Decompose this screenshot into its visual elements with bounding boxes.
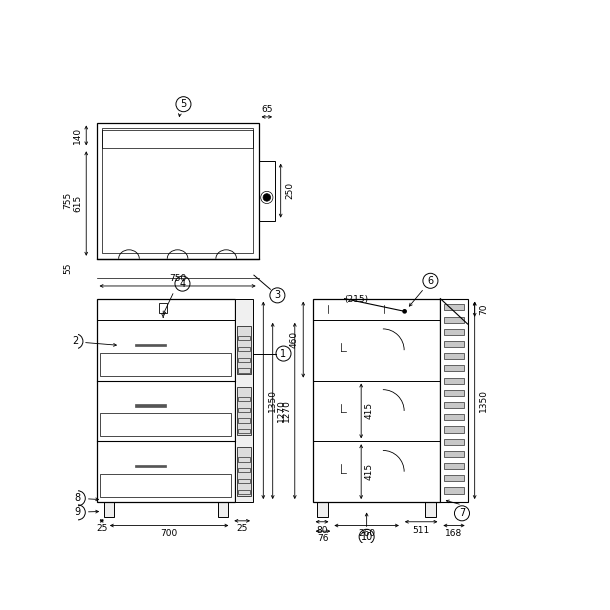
Bar [238, 468, 249, 473]
Bar [238, 396, 249, 401]
Bar [96, 299, 235, 502]
Text: 76: 76 [317, 534, 329, 544]
Text: 2: 2 [73, 336, 79, 346]
Bar [425, 502, 436, 517]
Text: 7: 7 [459, 508, 465, 518]
Bar [444, 329, 464, 335]
Text: 1350: 1350 [268, 389, 276, 412]
Bar [444, 390, 464, 396]
Text: (215): (215) [344, 295, 368, 304]
Bar [444, 365, 464, 371]
Text: 615: 615 [73, 195, 82, 212]
Bar [444, 487, 464, 493]
Bar [235, 299, 253, 502]
Bar [440, 299, 468, 502]
Text: 3: 3 [274, 290, 281, 300]
Text: 25: 25 [237, 524, 248, 533]
Bar [238, 336, 249, 340]
Text: 1350: 1350 [479, 389, 488, 412]
Circle shape [402, 309, 407, 314]
Bar [100, 474, 231, 497]
Bar [102, 128, 253, 253]
Text: 10: 10 [361, 532, 373, 542]
Bar [444, 304, 464, 310]
Text: 750: 750 [169, 274, 186, 282]
Text: 415: 415 [364, 463, 373, 480]
Bar [444, 341, 464, 347]
Bar [444, 439, 464, 445]
Bar [238, 418, 249, 423]
Bar [237, 387, 251, 435]
Bar [444, 353, 464, 359]
Bar [135, 404, 166, 407]
Bar [238, 458, 249, 462]
Text: 1: 1 [281, 348, 287, 359]
Bar [238, 490, 249, 494]
Text: 700: 700 [160, 529, 178, 538]
Bar [317, 502, 328, 517]
Text: 755: 755 [63, 192, 73, 209]
Bar [100, 414, 231, 436]
Bar [102, 129, 253, 148]
Bar [238, 346, 249, 351]
Bar [444, 414, 464, 420]
Bar [238, 357, 249, 362]
Bar [100, 353, 231, 376]
Text: 8: 8 [74, 493, 81, 503]
Text: 5: 5 [181, 99, 187, 109]
Bar [444, 451, 464, 457]
Bar [238, 407, 249, 412]
Text: 65: 65 [261, 105, 273, 114]
Bar [135, 465, 166, 467]
Bar [237, 447, 251, 496]
Text: 460: 460 [290, 331, 299, 348]
Text: 1270: 1270 [282, 400, 290, 422]
Text: 511: 511 [412, 526, 430, 534]
Text: 168: 168 [445, 529, 462, 538]
Bar [444, 317, 464, 323]
Bar [159, 303, 167, 314]
Bar [96, 123, 259, 259]
Bar [135, 343, 166, 346]
Text: 25: 25 [96, 524, 107, 533]
Text: 140: 140 [73, 127, 82, 144]
Bar [444, 426, 464, 432]
Text: 70: 70 [479, 303, 488, 315]
Bar [238, 429, 249, 433]
Bar [444, 378, 464, 384]
Bar [444, 402, 464, 408]
Bar [218, 502, 228, 517]
Bar [444, 475, 464, 481]
Bar [312, 299, 440, 502]
Bar [104, 502, 114, 517]
Text: 1270: 1270 [277, 400, 286, 422]
Circle shape [263, 194, 271, 201]
Bar [444, 463, 464, 469]
Text: 415: 415 [364, 403, 373, 420]
Text: 4: 4 [179, 279, 185, 289]
Bar [238, 479, 249, 483]
Text: 80: 80 [316, 526, 328, 534]
Text: 260: 260 [358, 529, 375, 538]
Text: 250: 250 [285, 182, 294, 199]
Bar [237, 326, 251, 375]
Text: 9: 9 [74, 508, 81, 517]
Text: 55: 55 [63, 262, 73, 274]
Bar [259, 160, 275, 221]
Bar [238, 368, 249, 373]
Text: 6: 6 [428, 276, 434, 286]
